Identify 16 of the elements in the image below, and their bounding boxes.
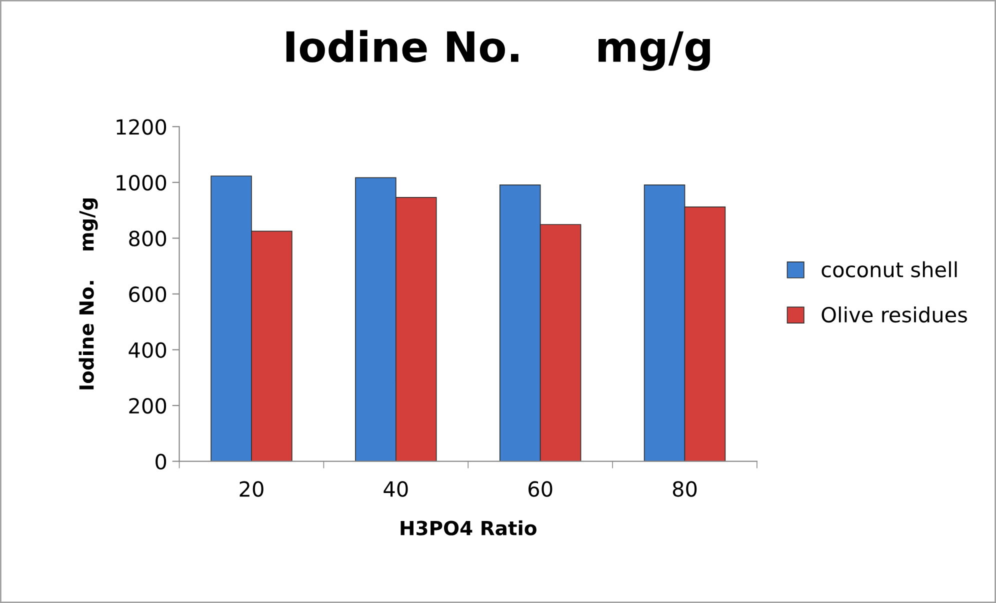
- x-tick-label: 60: [528, 481, 552, 497]
- x-tick-label: 80: [672, 481, 697, 497]
- y-tick-label: 0: [156, 454, 166, 470]
- x-axis-title: H3PO4 Ratio: [400, 520, 536, 536]
- legend-label: coconut shell: [822, 261, 957, 278]
- chart-title: Iodine No. mg/g: [286, 30, 710, 71]
- y-tick-label: 200: [129, 398, 166, 414]
- y-tick-label: 1200: [116, 119, 166, 135]
- y-tick-label: 1000: [116, 174, 166, 191]
- x-tick-label: 20: [240, 481, 264, 497]
- y-tick-label: 600: [129, 286, 166, 302]
- legend-label: Olive residues: [822, 306, 967, 323]
- y-axis-title: Iodine No. mg/g: [78, 198, 98, 390]
- x-tick-label: 40: [384, 481, 408, 497]
- y-tick-label: 800: [129, 230, 166, 246]
- y-tick-label: 400: [128, 342, 166, 358]
